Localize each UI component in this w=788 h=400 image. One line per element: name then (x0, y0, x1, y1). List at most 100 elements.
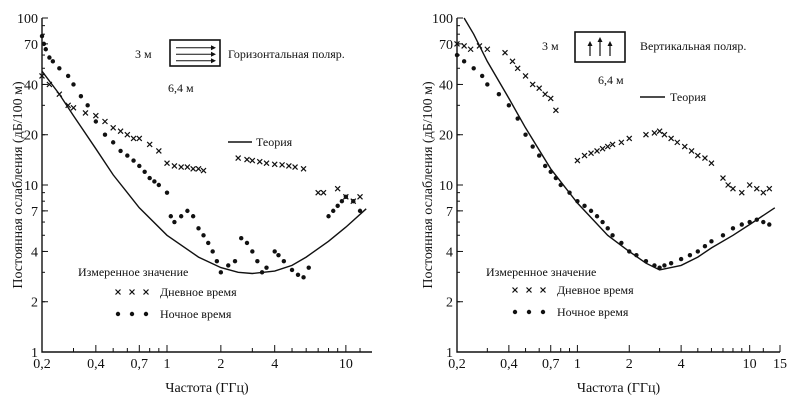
y-axis-title: Постоянная ослабления (дБ/100 м) (421, 81, 436, 289)
y-tick-label: 100 (17, 12, 38, 27)
daytime-point (236, 156, 241, 161)
x-tick-label: 15 (773, 357, 787, 372)
nighttime-point (575, 199, 579, 203)
y-tick-label: 70 (439, 38, 453, 53)
x-tick-label: 0,2 (33, 357, 51, 372)
daytime-point (589, 151, 594, 156)
daytime-point (57, 92, 62, 97)
width-label: 3 м (542, 39, 559, 53)
daytime-point (83, 110, 88, 115)
nighttime-point (761, 220, 765, 224)
nighttime-point (201, 233, 205, 237)
nighttime-point (331, 209, 335, 213)
daytime-point (196, 166, 201, 171)
height-label: 6,4 м (168, 81, 194, 95)
nighttime-point (264, 265, 268, 269)
nighttime-point (215, 259, 219, 263)
nighttime-point (351, 199, 355, 203)
daytime-point (754, 186, 759, 191)
nighttime-point (709, 239, 713, 243)
daytime-point (747, 183, 752, 188)
x-tick-label: 1 (164, 357, 171, 372)
y-axis-title: Постоянная ослабления (дБ/100 м) (11, 81, 26, 289)
nighttime-point (595, 214, 599, 218)
x-tick-label: 0,7 (131, 357, 149, 372)
nighttime-point (507, 103, 511, 107)
height-label: 6,4 м (598, 73, 624, 87)
daytime-point (286, 163, 291, 168)
legend-dot-marker (116, 312, 120, 316)
polarization-label: Горизонтальная поляр. (228, 47, 345, 61)
daytime-point (503, 50, 508, 55)
nighttime-point (627, 249, 631, 253)
y-tick-label: 70 (24, 38, 38, 53)
nighttime-point (740, 222, 744, 226)
y-tick-label: 20 (439, 129, 453, 144)
y-tick-label: 40 (439, 78, 453, 93)
nighttime-point (118, 149, 122, 153)
nighttime-point (543, 164, 547, 168)
x-tick-label: 0,4 (87, 357, 105, 372)
y-tick-label: 20 (24, 129, 38, 144)
nighttime-point (172, 220, 176, 224)
width-label: 3 м (135, 47, 152, 61)
nighttime-point (606, 226, 610, 230)
nighttime-point (147, 176, 151, 180)
legend-cross-marker (541, 288, 546, 293)
daytime-point (280, 162, 285, 167)
daytime-point (523, 73, 528, 78)
daytime-point (627, 136, 632, 141)
nighttime-point (191, 214, 195, 218)
nighttime-point (497, 92, 501, 96)
x-tick-label: 4 (678, 357, 685, 372)
nighttime-point (103, 133, 107, 137)
nighttime-point (731, 226, 735, 230)
nighttime-point (47, 55, 51, 59)
nighttime-point (255, 259, 259, 263)
nighttime-point (549, 170, 553, 174)
nighttime-point (662, 263, 666, 267)
daytime-point (515, 66, 520, 71)
legend-dot-marker (527, 310, 531, 314)
nighttime-point (157, 183, 161, 187)
theory-label: Теория (256, 135, 293, 149)
nighttime-point (455, 53, 459, 57)
nighttime-point (290, 268, 294, 272)
nighttime-point (669, 261, 673, 265)
legend-dot-marker (144, 312, 148, 316)
daytime-point (468, 47, 473, 52)
nighttime-point (210, 249, 214, 253)
daytime-point (250, 158, 255, 163)
legend-daytime: Дневное время (557, 283, 634, 297)
daytime-point (156, 148, 161, 153)
nighttime-point (219, 270, 223, 274)
y-tick-label: 100 (432, 12, 453, 27)
nighttime-point (276, 253, 280, 257)
nighttime-point (196, 226, 200, 230)
nighttime-point (111, 140, 115, 144)
x-tick-label: 10 (743, 357, 757, 372)
nighttime-point (40, 34, 44, 38)
nighttime-point (42, 42, 46, 46)
nighttime-point (344, 195, 348, 199)
nighttime-point (245, 241, 249, 245)
nighttime-point (515, 116, 519, 120)
daytime-point (321, 190, 326, 195)
nighttime-point (165, 190, 169, 194)
nighttime-point (272, 249, 276, 253)
daytime-point (118, 129, 123, 134)
nighttime-point (94, 119, 98, 123)
y-tick-label: 7 (446, 205, 453, 220)
legend-cross-marker (527, 288, 532, 293)
daytime-point (662, 132, 667, 137)
y-tick-label: 2 (446, 296, 453, 311)
daytime-point (125, 132, 130, 137)
nighttime-point (169, 214, 173, 218)
nighttime-point (326, 214, 330, 218)
daytime-point (543, 92, 548, 97)
nighttime-point (696, 249, 700, 253)
y-tick-label: 10 (439, 179, 453, 194)
nighttime-point (554, 176, 558, 180)
nighttime-point (679, 257, 683, 261)
nighttime-point (131, 158, 135, 162)
